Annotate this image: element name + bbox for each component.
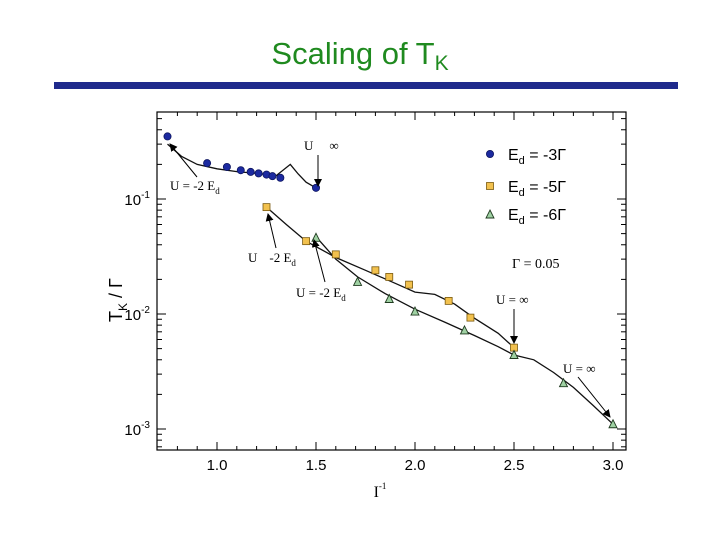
legend-label: Ed = -3Γ [508,147,566,167]
data-point [459,324,470,335]
y-tick-base: 10 [124,192,141,209]
data-point [558,377,569,388]
x-tick-label: 3.0 [603,457,624,474]
y-axis-label-sub: K [116,303,130,311]
y-tick-label: 10-3 [124,420,150,439]
u-ed-low-main: U = -2 E [296,285,341,300]
data-point [311,232,321,242]
data-point [268,172,277,181]
arrow [311,239,326,283]
u-ed-main: U = -2 E [170,178,215,193]
data-point [236,166,245,175]
data-point [385,273,394,281]
gamma-annotation: Γ = 0.05 [512,257,560,272]
y-tick-base: 10 [124,307,141,324]
data-point [509,349,519,359]
u-ed-annotation-low: U = -2 Ed [296,285,346,303]
data-point [276,173,285,182]
u-infinity-annotation-low: U = ∞ [563,361,596,376]
legend-label-main: E [508,179,519,196]
y-axis-label: TK / Γ [106,278,130,322]
u-ed-sub: d [215,186,220,196]
legend-label-main: E [508,207,519,224]
fit-curve-3 [315,236,614,425]
data-point [163,132,172,141]
data-point [246,167,255,176]
data-point [466,313,475,322]
arrow [169,143,198,178]
y-axis-label-main: T [106,311,126,322]
legend-marker-triangle [485,208,495,219]
data-point [384,293,394,303]
data-point [262,203,271,212]
data-point [331,250,340,259]
u-ed-mid-main: U [248,250,258,265]
title-main: Scaling of T [271,36,435,71]
u-ed-annotation-top: U = -2 Ed [170,178,220,196]
data-point [222,162,231,171]
x-axis-label-sup: -1 [379,481,387,491]
axis-ticks [157,112,626,450]
annotations: Γ = 0.05 U ∞ U = -2 Ed U -2 Ed U = -2 Ed U… [169,138,611,418]
x-tick-label: 2.5 [504,457,525,474]
legend-label-tail: = -5Γ [525,179,566,196]
plot-frame [156,111,627,451]
legend-label-tail: = -6Γ [525,207,566,224]
u-infinity-annotation-top: U ∞ [304,138,339,153]
x-tick-labels: 1.0 1.5 2.0 2.5 3.0 [207,457,624,474]
u-ed-low-sub: d [341,293,346,303]
x-axis-label-main: I [374,484,379,501]
data-point [371,266,380,275]
legend-label-sub: d [519,187,525,199]
y-tick-exp: -1 [141,190,150,201]
data-point [203,159,212,168]
data-points [163,132,618,429]
slide-title: Scaling of TK [0,36,720,76]
u-top-tail: ∞ [329,138,338,153]
legend-label-tail: = -3Γ [525,147,566,164]
legend: Ed = -3Γ Ed = -5Γ Ed = -6Γ [485,147,566,227]
data-point [405,280,413,289]
x-tick-label: 1.0 [207,457,228,474]
y-tick-exp: -2 [141,305,150,316]
y-tick-label: 10-2 [124,305,150,324]
legend-label-sub: d [519,215,525,227]
u-ed-mid-sub: d [291,258,296,268]
y-tick-label: 10-1 [124,190,150,209]
legend-label-sub: d [519,155,525,167]
u-ed-annotation-mid: U -2 Ed [248,250,296,268]
u-ed-mid-tail: -2 E [269,250,291,265]
title-subscript: K [434,52,449,75]
data-point [352,276,363,286]
legend-label: Ed = -5Γ [508,179,566,199]
x-axis-label: I-1 [374,481,387,501]
title-rule [54,82,678,89]
legend-label: Ed = -6Γ [508,207,566,227]
data-point [410,306,420,316]
y-tick-exp: -3 [141,420,150,431]
x-tick-label: 2.0 [405,457,426,474]
x-tick-label: 1.5 [306,457,327,474]
y-tick-base: 10 [124,422,141,439]
data-point [608,418,618,429]
legend-marker-square [486,182,494,190]
legend-marker-circle [485,149,494,158]
y-axis-label-tail: / Γ [106,278,126,303]
data-point [254,169,263,178]
arrow [265,213,277,249]
u-infinity-annotation-mid: U = ∞ [496,292,529,307]
u-top-text: U [304,138,314,153]
data-point [302,237,311,246]
legend-label-main: E [508,147,519,164]
y-tick-labels: 10-1 10-2 10-3 [124,190,150,439]
data-point [311,183,320,192]
data-point [444,296,453,305]
arrow [577,376,611,418]
